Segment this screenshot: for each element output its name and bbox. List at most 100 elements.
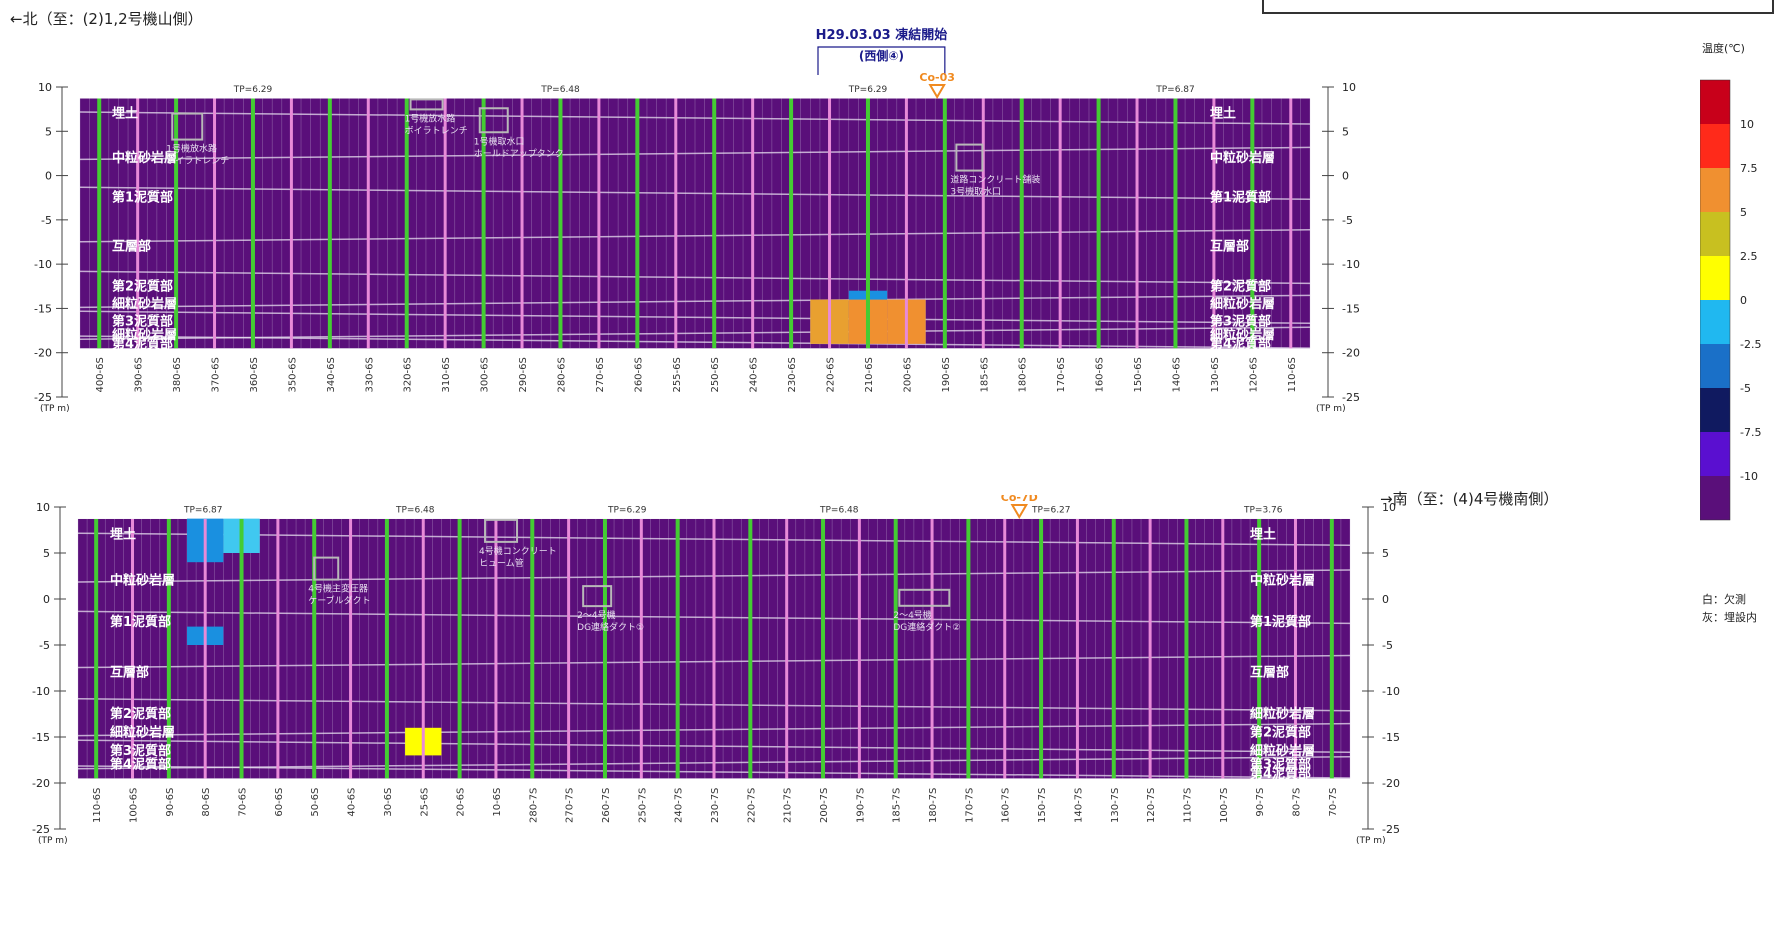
stratum-label: 第3泥質部 [112, 314, 173, 330]
y-tick-label: -10 [32, 685, 50, 698]
x-category-label: 340-6S [326, 357, 337, 392]
upper-section-chart: 1050-5-10-15-20-251050-5-10-15-20-25(TP … [34, 27, 1360, 414]
y-tick-label: -5 [39, 639, 50, 652]
legend-tick-label: 7.5 [1740, 162, 1758, 175]
tp-elevation-label: TP=6.29 [233, 85, 273, 95]
structure-label: 2～4号機 [893, 609, 931, 621]
x-category-label: 200-7S [819, 788, 830, 823]
stratum-label: 細粒砂岩層 [112, 296, 177, 312]
x-category-label: 220-7S [746, 788, 757, 823]
structure-label: ヒューム管 [479, 557, 524, 569]
legend-color-band [1700, 80, 1730, 124]
structure-label: 4号機主変圧器 [308, 583, 368, 595]
legend-color-band [1700, 432, 1730, 476]
stratum-label: 第4泥質部 [110, 757, 171, 773]
x-category-label: 330-6S [364, 357, 375, 392]
stratum-label: 中粒砂岩層 [1250, 573, 1315, 589]
legend-tick-label: -5 [1740, 382, 1751, 395]
point-marker-triangle [928, 84, 946, 99]
stratum-label: 第2泥質部 [1210, 278, 1271, 294]
y-tick-label: -15 [1382, 731, 1400, 744]
header-frame [1262, 0, 1774, 14]
y-tick-label: 5 [1342, 125, 1349, 138]
point-marker-label: Co-7D [1001, 495, 1038, 504]
y-tick-label: 10 [1342, 81, 1356, 94]
x-category-label: 190-7S [855, 788, 866, 823]
x-category-label: 70-6S [238, 788, 249, 817]
x-category-label: 230-7S [710, 788, 721, 823]
y-tick-label: -15 [32, 731, 50, 744]
stratum-label: 互層部 [110, 665, 149, 681]
stratum-boundary [79, 146, 1311, 161]
x-category-label: 210-7S [783, 788, 794, 823]
freeze-bracket [817, 46, 946, 75]
x-category-label: 90-7S [1255, 788, 1266, 817]
x-category-label: 250-6S [710, 357, 721, 392]
x-category-label: 140-7S [1073, 788, 1084, 823]
y-tick-label: -10 [34, 258, 52, 271]
stratum-label: 第2泥質部 [112, 278, 173, 294]
buried-structure [582, 585, 613, 608]
buried-structure [409, 98, 444, 111]
stratum-label: 第3泥質部 [110, 743, 171, 759]
y-tick-label: 5 [1382, 547, 1389, 560]
stratum-label: 細粒砂岩層 [110, 724, 175, 740]
legend-title: 温度(℃) [1702, 42, 1745, 55]
y-tick-label: 5 [43, 547, 50, 560]
x-category-label: 170-7S [964, 788, 975, 823]
x-category-label: 160-6S [1095, 357, 1106, 392]
y-tick-label: 5 [45, 125, 52, 138]
stratum-label: 埋土 [1210, 106, 1236, 122]
y-tick-label: 0 [1382, 593, 1389, 606]
x-category-label: 180-7S [928, 788, 939, 823]
x-category-label: 25-6S [419, 788, 430, 817]
tp-elevation-label: TP=6.27 [1031, 505, 1071, 515]
legend-tick-label: -7.5 [1740, 426, 1761, 439]
x-category-label: 280-7S [528, 788, 539, 823]
legend-tick-label: 2.5 [1740, 250, 1758, 263]
x-category-label: 180-6S [1018, 357, 1029, 392]
legend-tick-label: -2.5 [1740, 338, 1761, 351]
x-category-label: 370-6S [211, 357, 222, 392]
x-category-label: 20-6S [456, 788, 467, 817]
y-tick-label: -20 [34, 347, 52, 360]
stratum-label: 埋土 [1250, 527, 1276, 543]
structure-label: ホールドアップタンク [474, 148, 564, 159]
y-tick-label: -20 [1342, 347, 1360, 360]
legend-tick-label: 10 [1740, 118, 1754, 131]
buried-structure [478, 107, 509, 134]
legend-border [1700, 79, 1731, 521]
x-category-label: 200-6S [902, 357, 913, 392]
x-category-label: 120-7S [1146, 788, 1157, 823]
legend-color-band [1700, 300, 1730, 344]
stratum-boundary [79, 270, 1311, 285]
stratum-boundary [79, 111, 1311, 125]
freeze-zone-label: (西側④) [859, 48, 904, 63]
structure-label: 1号機放水路 [405, 112, 456, 124]
x-category-label: 230-6S [787, 357, 798, 392]
tp-elevation-label: TP=3.76 [1243, 505, 1283, 515]
stratum-label: 第2泥質部 [1250, 724, 1311, 740]
stratum-boundary [79, 294, 1311, 309]
y-tick-label: -10 [1382, 685, 1400, 698]
stratum-label: 細粒砂岩層 [112, 327, 177, 343]
structure-label: ボイラトレンチ [405, 125, 468, 136]
x-category-label: 240-7S [674, 788, 685, 823]
tp-elevation-label: TP=6.87 [1155, 85, 1195, 95]
stratum-label: 第1泥質部 [1250, 614, 1311, 630]
x-category-label: 240-6S [749, 357, 760, 392]
structure-label: 1号機放水路 [166, 143, 217, 155]
legend-color-band [1700, 476, 1730, 520]
buried-structure [955, 143, 984, 172]
x-category-label: 390-6S [134, 357, 145, 392]
legend-color-band [1700, 124, 1730, 168]
y-tick-label: 10 [38, 81, 52, 94]
x-category-label: 260-6S [633, 357, 644, 392]
x-category-label: 130-6S [1210, 357, 1221, 392]
x-category-label: 320-6S [403, 357, 414, 392]
x-category-label: 120-6S [1248, 357, 1259, 392]
x-category-label: 110-6S [92, 788, 103, 823]
stratum-label: 第1泥質部 [110, 614, 171, 630]
stratum-label: 互層部 [1250, 665, 1289, 681]
y-tick-label: -5 [41, 214, 52, 227]
